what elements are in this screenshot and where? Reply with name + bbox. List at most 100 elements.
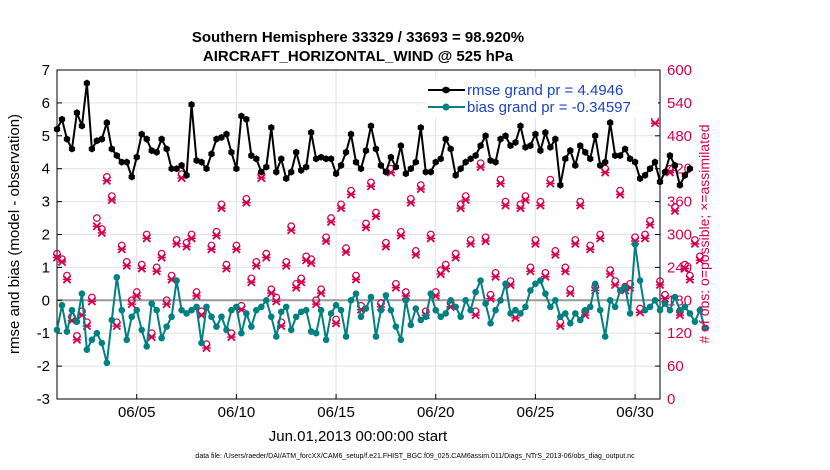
bias-point	[651, 297, 659, 304]
rmse-point	[617, 151, 624, 160]
bias-point	[317, 306, 325, 314]
bias-point	[452, 303, 459, 311]
bias-point	[377, 306, 385, 314]
rmse-point	[532, 130, 539, 138]
obs-assimilated-point	[197, 310, 206, 320]
bias-point	[382, 292, 390, 299]
obs-assimilated-point	[157, 253, 166, 262]
obs-assimilated-point	[107, 195, 117, 205]
legend-box	[427, 78, 658, 118]
obs-assimilated-point	[182, 242, 191, 251]
bias-point	[571, 310, 579, 317]
obs-assimilated-point	[600, 168, 610, 177]
obs-assimilated-point	[690, 239, 700, 249]
obs-assimilated-point	[451, 253, 460, 262]
bias-point	[611, 303, 619, 311]
bias-point	[108, 316, 116, 324]
bias-point	[417, 316, 425, 324]
bias-point	[462, 297, 469, 304]
rmse-point	[53, 125, 61, 133]
obs-assimilated-point	[172, 239, 181, 249]
y-tick-label: 2	[42, 227, 50, 244]
rmse-point	[263, 163, 270, 171]
obs-assimilated-point	[227, 332, 236, 342]
bias-point	[163, 323, 170, 330]
obs-assimilated-point	[605, 269, 615, 279]
rmse-point	[98, 135, 105, 143]
bias-point	[552, 297, 559, 304]
obs-assimilated-point	[286, 225, 296, 235]
rmse-point	[552, 135, 559, 143]
rmse-point	[337, 161, 345, 170]
obs-assimilated-point	[680, 264, 690, 273]
obs-assimilated-point	[102, 176, 112, 185]
rmse-point	[208, 150, 215, 158]
bias-point	[392, 323, 400, 330]
bias-point	[676, 306, 684, 314]
obs-assimilated-point	[571, 239, 580, 249]
bias-point	[148, 300, 155, 307]
bias-point	[367, 293, 375, 301]
rmse-point	[308, 128, 315, 137]
y-right-tick-label: 540	[667, 95, 692, 112]
x-tick-label: 06/15	[317, 404, 355, 421]
bias-point	[591, 280, 599, 288]
rmse-point	[612, 151, 619, 160]
bias-point	[532, 280, 539, 288]
bias-point	[472, 288, 479, 296]
obs-assimilated-point	[57, 257, 67, 267]
obs-assimilated-point	[391, 283, 401, 292]
rmse-point	[432, 158, 439, 166]
bias-point	[442, 310, 450, 317]
rmse-point	[542, 128, 549, 137]
rmse-point	[168, 165, 175, 173]
bias-point	[487, 320, 494, 327]
obs-assimilated-point	[252, 261, 261, 270]
rmse-point	[153, 148, 160, 156]
obs-assimilated-point	[576, 201, 585, 210]
rmse-point	[367, 122, 375, 130]
rmse-point	[218, 133, 225, 142]
rmse-point	[527, 142, 534, 150]
bias-point	[681, 303, 689, 311]
y-right-tick-label: 60	[667, 358, 684, 375]
obs-assimilated-point	[650, 118, 660, 128]
rmse-point	[303, 163, 310, 171]
obs-assimilated-point	[112, 321, 122, 331]
obs-assimilated-point	[232, 245, 241, 254]
rmse-point	[377, 161, 385, 170]
bias-point	[641, 306, 649, 314]
obs-assimilated-point	[516, 203, 525, 213]
bias-point	[372, 333, 380, 340]
bias-point	[576, 316, 584, 324]
obs-assimilated-point	[222, 264, 231, 273]
obs-assimilated-point	[296, 277, 306, 287]
bias-point	[686, 310, 694, 317]
bias-point	[78, 290, 86, 298]
rmse-point	[193, 156, 200, 165]
obs-assimilated-point	[561, 267, 570, 276]
rmse-point	[103, 119, 110, 127]
bias-point	[581, 306, 589, 314]
bias-point	[128, 313, 136, 321]
rmse-series	[53, 79, 694, 189]
legend-bias-label: bias grand pr = -0.34597	[467, 99, 631, 116]
obs-assimilated-point	[142, 234, 151, 243]
rmse-point	[497, 135, 504, 143]
y-tick-label: 4	[42, 161, 50, 178]
rmse-point	[283, 174, 290, 183]
rmse-point	[557, 181, 564, 189]
rmse-point	[487, 156, 494, 165]
obs-assimilated-point	[331, 319, 341, 328]
data-file-footnote: data file: /Users/raeder/DAI/ATM_forcXX/…	[195, 453, 635, 460]
rmse-point	[128, 173, 135, 181]
bias-point	[482, 300, 489, 307]
obs-assimilated-point	[97, 228, 107, 238]
rmse-point	[592, 132, 599, 140]
rmse-point	[203, 165, 210, 173]
rmse-point	[462, 158, 469, 166]
obs-assimilated-point	[406, 198, 416, 207]
obs-assimilated-point	[326, 217, 336, 227]
obs-assimilated-point	[566, 288, 575, 298]
